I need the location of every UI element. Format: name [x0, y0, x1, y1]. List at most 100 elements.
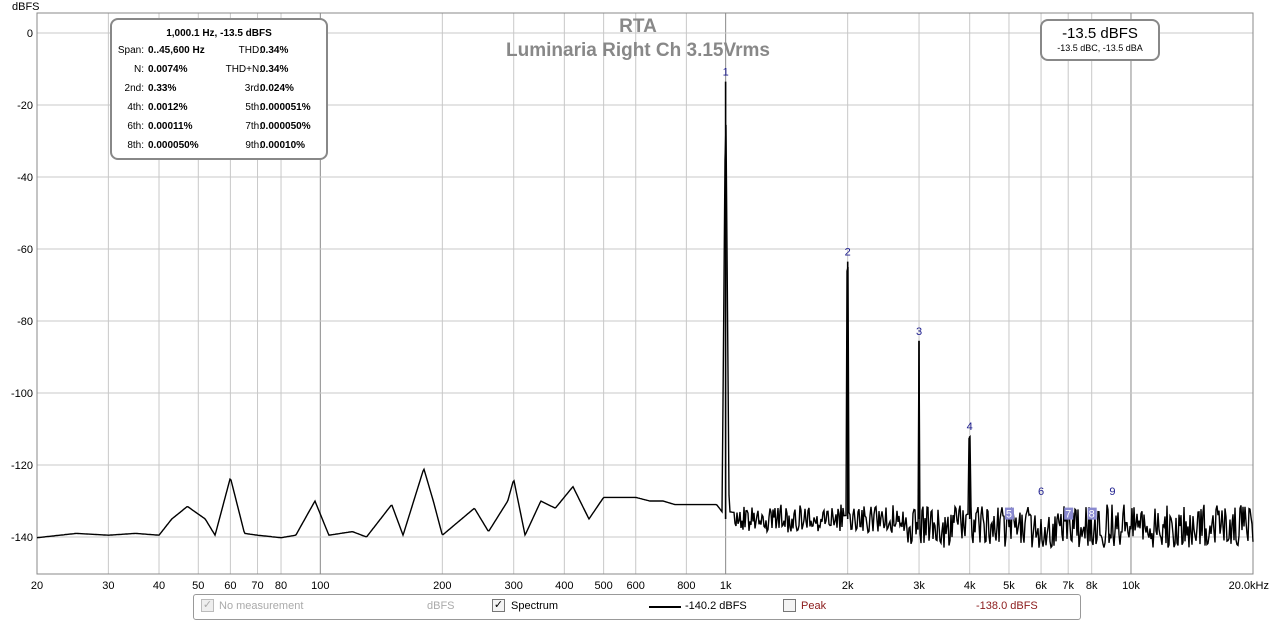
stat-value: 0.000050% [260, 121, 311, 132]
stat-label: 9th: [245, 140, 262, 151]
spectrum-checkbox[interactable]: ✓ [492, 599, 505, 612]
x-tick-label: 3k [913, 580, 925, 592]
x-tick-label: 80 [275, 580, 287, 592]
stats-row: 4th: 0.0012% 5th: 0.000051% [112, 102, 326, 121]
x-tick-label: 4k [964, 580, 976, 592]
x-tick-label: 100 [311, 580, 329, 592]
x-tick-label: 70 [251, 580, 263, 592]
stat-label: THD: [238, 45, 262, 56]
x-tick-label: 50 [192, 580, 204, 592]
x-tick-label: 10k [1122, 580, 1140, 592]
no-measurement-unit: dBFS [427, 600, 455, 612]
x-tick-label: 20.0kHz [1229, 580, 1269, 592]
x-tick-label: 5k [1003, 580, 1015, 592]
y-axis-label: dBFS [12, 1, 40, 13]
x-tick-label: 30 [102, 580, 114, 592]
y-tick-label: 0 [27, 28, 33, 40]
x-tick-label: 800 [677, 580, 695, 592]
y-tick-label: -20 [17, 100, 33, 112]
stat-value: 0.00011% [148, 121, 193, 132]
plot-border [36, 12, 1254, 575]
level-main: -13.5 dBFS [1062, 25, 1138, 42]
harmonic-peak-labels: 1 2 3 4 5 6 7 8 9 [723, 67, 1116, 521]
x-tick-label: 2k [842, 580, 854, 592]
stat-label: 3rd: [244, 83, 262, 94]
distortion-stats-panel: 1,000.1 Hz, -13.5 dBFS Span: 0..45,600 Hz… [110, 18, 328, 160]
harmonic-label: 2 [845, 247, 851, 259]
harmonic-label: 3 [916, 326, 922, 338]
y-tick-label: -60 [17, 244, 33, 256]
level-sub: -13.5 dBC, -13.5 dBA [1057, 43, 1143, 53]
x-tick-label: 60 [224, 580, 236, 592]
stat-value: 0.024% [260, 83, 294, 94]
spectrum-line-swatch [649, 606, 681, 608]
harmonic-label-box [1004, 507, 1014, 520]
x-tick-label: 1k [720, 580, 732, 592]
x-tick-label: 6k [1035, 580, 1047, 592]
no-measurement-label: No measurement [219, 600, 304, 612]
x-tick-label: 600 [627, 580, 645, 592]
level-readout: -13.5 dBFS -13.5 dBC, -13.5 dBA [1040, 19, 1160, 61]
x-tick-label: 400 [555, 580, 573, 592]
harmonic-label: 6 [1038, 486, 1044, 498]
y-tick-label: -120 [11, 460, 33, 472]
harmonic-label: 8 [1089, 509, 1095, 521]
x-tick-label: 7k [1062, 580, 1074, 592]
stat-value: 0.33% [148, 83, 177, 94]
stat-label: 2nd: [124, 83, 144, 94]
harmonic-label-box [1087, 507, 1097, 520]
y-tick-label: -40 [17, 172, 33, 184]
spectrum-value: -140.2 dBFS [685, 600, 747, 612]
harmonic-label: 5 [1006, 509, 1012, 521]
stat-value: 0.00010% [260, 140, 306, 151]
chart-title: RTA [619, 16, 657, 37]
stat-value: 0..45,600 Hz [148, 45, 205, 56]
y-axis-ticks: 0 -20 -40 -60 -80 -100 -120 -140 [11, 28, 33, 544]
stat-value: 0.34% [260, 64, 289, 75]
plot-frame [36, 12, 1254, 575]
x-tick-label: 500 [594, 580, 612, 592]
harmonic-spikes [724, 81, 971, 519]
spectrum-line [36, 124, 1254, 550]
harmonic-label: 9 [1109, 486, 1115, 498]
stat-label: THD+N: [225, 64, 262, 75]
y-tick-label: -140 [11, 532, 33, 544]
stats-row: 6th: 0.00011% 7th: 0.000050% [112, 121, 326, 140]
x-tick-label: 20 [31, 580, 43, 592]
stat-label: 6th: [127, 121, 144, 132]
y-tick-label: -100 [11, 388, 33, 400]
stat-value: 0.34% [260, 45, 289, 56]
x-tick-label: 300 [505, 580, 523, 592]
stat-label: 7th: [245, 121, 262, 132]
stat-label: 5th: [245, 102, 262, 113]
legend-bar: ✓ No measurement dBFS ✓ Spectrum -140.2 … [193, 594, 1081, 620]
x-tick-label: 8k [1086, 580, 1098, 592]
x-axis-ticks: 20 30 40 50 60 70 80 100 200 300 400 500 600 800 1k 2k 3… [31, 580, 1269, 592]
stats-row: Span: 0..45,600 Hz THD: 0.34% [112, 45, 326, 64]
harmonic-label-box [1064, 507, 1074, 520]
spectrum-label: Spectrum [511, 600, 559, 612]
stat-label: 4th: [127, 102, 144, 113]
series-layer [36, 81, 1254, 550]
stat-label: N: [134, 64, 144, 75]
stat-value: 0.0012% [148, 102, 188, 113]
harmonic-label: 1 [723, 67, 729, 79]
stat-value: 0.000051% [260, 102, 311, 113]
harmonic-label: 4 [967, 421, 973, 433]
stat-label: 8th: [127, 140, 144, 151]
x-tick-label: 200 [433, 580, 451, 592]
stats-header: 1,000.1 Hz, -13.5 dBFS [166, 28, 272, 39]
peak-label: Peak [801, 600, 827, 612]
stats-row: 8th: 0.000050% 9th: 0.00010% [112, 140, 326, 159]
no-measurement-checkbox[interactable]: ✓ [201, 599, 214, 612]
harmonic-label: 7 [1065, 509, 1071, 521]
stat-value: 0.000050% [148, 140, 199, 151]
stat-value: 0.0074% [148, 64, 188, 75]
stats-row: 2nd: 0.33% 3rd: 0.024% [112, 83, 326, 102]
peak-value: -138.0 dBFS [976, 600, 1038, 612]
x-tick-label: 40 [153, 580, 165, 592]
stats-row: N: 0.0074% THD+N: 0.34% [112, 64, 326, 83]
chart-subtitle: Luminaria Right Ch 3.15Vrms [506, 40, 770, 61]
peak-checkbox[interactable] [783, 599, 796, 612]
y-tick-label: -80 [17, 316, 33, 328]
